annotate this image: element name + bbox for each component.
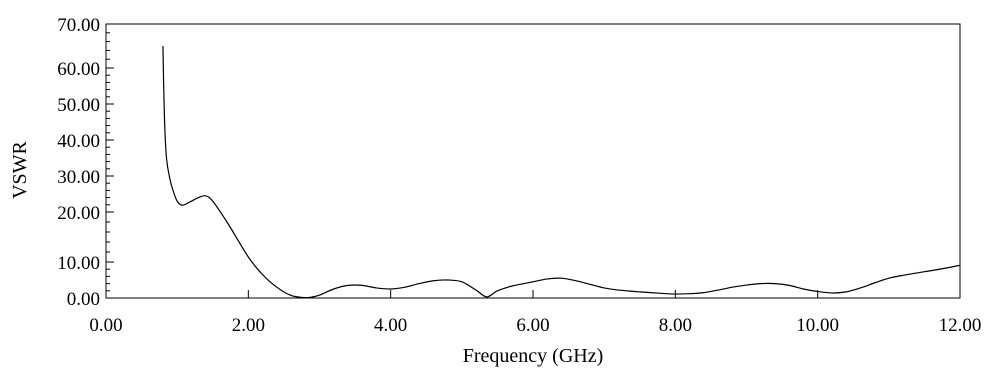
y-tick-label: 0.00 <box>67 289 100 310</box>
y-tick-label: 20.00 <box>57 203 100 224</box>
y-tick-label: 10.00 <box>57 253 100 274</box>
y-axis-ticks: 0.00 10.00 20.00 30.00 40.00 50.00 60.00 70.00 <box>57 15 114 310</box>
x-axis-title: Frequency (GHz) <box>463 345 604 367</box>
y-tick-label: 30.00 <box>57 167 100 188</box>
x-tick-label: 6.00 <box>516 315 549 336</box>
x-tick-label: 4.00 <box>374 315 407 336</box>
x-axis-ticks: 0.00 2.00 4.00 6.00 8.00 10.00 12.00 <box>89 290 981 336</box>
x-tick-label: 0.00 <box>89 315 122 336</box>
x-tick-label: 2.00 <box>232 315 265 336</box>
y-tick-label: 50.00 <box>57 95 100 116</box>
x-tick-label: 12.00 <box>939 315 982 336</box>
vswr-curve <box>162 45 961 299</box>
y-minor-ticks <box>106 32 110 292</box>
x-tick-label: 8.00 <box>659 315 692 336</box>
x-tick-label: 10.00 <box>796 315 839 336</box>
y-tick-label: 60.00 <box>57 59 100 80</box>
plot-frame <box>105 23 961 299</box>
y-axis-title: VSWR <box>9 140 31 198</box>
y-tick-label: 70.00 <box>57 15 100 36</box>
y-tick-label: 40.00 <box>57 131 100 152</box>
